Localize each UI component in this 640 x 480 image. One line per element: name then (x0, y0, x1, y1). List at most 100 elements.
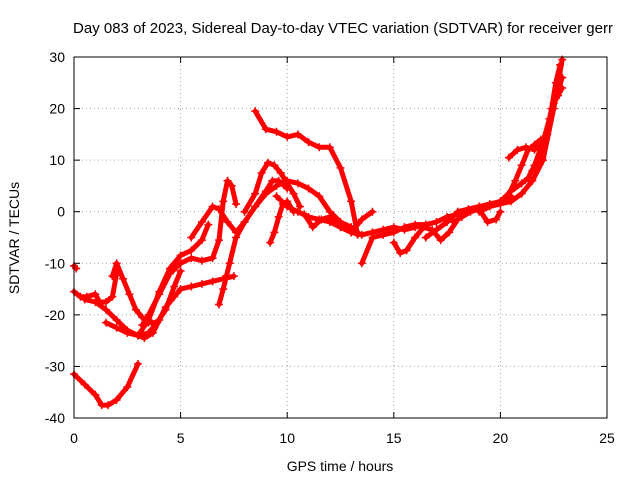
data-point-marker (400, 223, 409, 232)
data-point-marker (214, 300, 223, 309)
data-point-marker (295, 202, 304, 211)
series-line (301, 209, 375, 235)
data-point-marker (304, 138, 313, 147)
data-point-marker (161, 305, 170, 314)
y-tick-label: 30 (49, 49, 65, 65)
data-point-marker (214, 236, 223, 245)
data-point-marker (208, 277, 217, 286)
data-point-marker (91, 390, 100, 399)
y-tick-label: 0 (57, 204, 65, 220)
data-point-marker (436, 236, 445, 245)
series-track-25 (549, 83, 567, 108)
y-tick-label: -30 (45, 358, 65, 374)
data-point-marker (325, 143, 334, 152)
data-point-marker (517, 189, 526, 198)
data-point-marker (466, 207, 475, 216)
data-point-marker (223, 218, 232, 227)
data-point-marker (176, 267, 185, 276)
data-point-marker (197, 279, 206, 288)
series-track-17 (389, 215, 462, 257)
data-point-marker (261, 189, 270, 198)
data-point-marker (91, 290, 100, 299)
data-point-marker (458, 212, 467, 221)
data-point-marker (549, 99, 558, 108)
data-point-marker (293, 130, 302, 139)
data-point-marker (396, 248, 405, 257)
data-point-marker (240, 207, 249, 216)
data-point-marker (368, 233, 377, 242)
data-point-marker (357, 259, 366, 268)
data-point-marker (112, 323, 121, 332)
data-point-marker (229, 272, 238, 281)
series-line (216, 178, 361, 307)
data-point-marker (496, 207, 505, 216)
data-point-marker (445, 228, 454, 237)
data-point-marker (170, 282, 179, 291)
data-point-marker (101, 318, 110, 327)
series-track-8 (138, 176, 241, 330)
y-tick-label: 20 (49, 101, 65, 117)
data-point-marker (165, 269, 174, 278)
data-point-marker (272, 192, 281, 201)
series-line (103, 320, 158, 338)
data-point-marker (357, 215, 366, 224)
data-point-marker (261, 125, 270, 134)
data-point-marker (304, 184, 313, 193)
grid-lines (74, 57, 607, 418)
data-point-marker (453, 207, 462, 216)
data-point-marker (492, 215, 501, 224)
data-point-marker (530, 145, 539, 154)
data-point-marker (112, 259, 121, 268)
data-point-marker (283, 132, 292, 141)
data-point-marker (502, 194, 511, 203)
data-point-marker (123, 383, 132, 392)
data-point-marker (389, 238, 398, 247)
data-point-marker (197, 236, 206, 245)
data-point-marker (432, 218, 441, 227)
y-tick-label: 10 (49, 152, 65, 168)
data-point-marker (528, 166, 537, 175)
data-point-marker (133, 331, 142, 340)
data-point-marker (108, 292, 117, 301)
data-point-marker (283, 202, 292, 211)
plot-frame (73, 56, 608, 419)
data-point-marker (272, 181, 281, 190)
data-point-marker (80, 295, 89, 304)
data-point-marker (289, 189, 298, 198)
data-point-marker (264, 158, 273, 167)
data-point-marker (208, 254, 217, 263)
data-point-marker (108, 272, 117, 281)
series-track-22 (502, 135, 545, 203)
x-tick-label: 10 (279, 430, 295, 446)
data-point-marker (475, 207, 484, 216)
data-point-marker (411, 233, 420, 242)
data-point-marker (251, 189, 260, 198)
data-point-marker (251, 107, 260, 116)
data-point-marker (240, 218, 249, 227)
data-point-marker (293, 179, 302, 188)
data-point-marker (558, 83, 567, 92)
data-point-marker (507, 197, 516, 206)
data-point-marker (293, 207, 302, 216)
y-axis-label: SDTVAR / TECUs (6, 182, 22, 294)
data-point-marker (104, 401, 113, 410)
data-point-marker (91, 297, 100, 306)
chart-title: Day 083 of 2023, Sidereal Day-to-day VTE… (73, 20, 613, 37)
data-point-marker (432, 225, 441, 234)
data-point-marker (336, 163, 345, 172)
data-point-marker (274, 212, 283, 221)
data-point-marker (144, 328, 153, 337)
data-point-marker (101, 297, 110, 306)
data-point-marker (402, 246, 411, 255)
data-point-marker (227, 181, 236, 190)
data-point-marker (187, 254, 196, 263)
data-point-marker (187, 282, 196, 291)
data-point-marker (534, 156, 543, 165)
data-point-marker (483, 218, 492, 227)
data-point-marker (511, 176, 520, 185)
data-point-marker (551, 78, 560, 87)
series-track-11 (240, 158, 304, 216)
data-point-marker (223, 176, 232, 185)
data-point-marker (153, 318, 162, 327)
